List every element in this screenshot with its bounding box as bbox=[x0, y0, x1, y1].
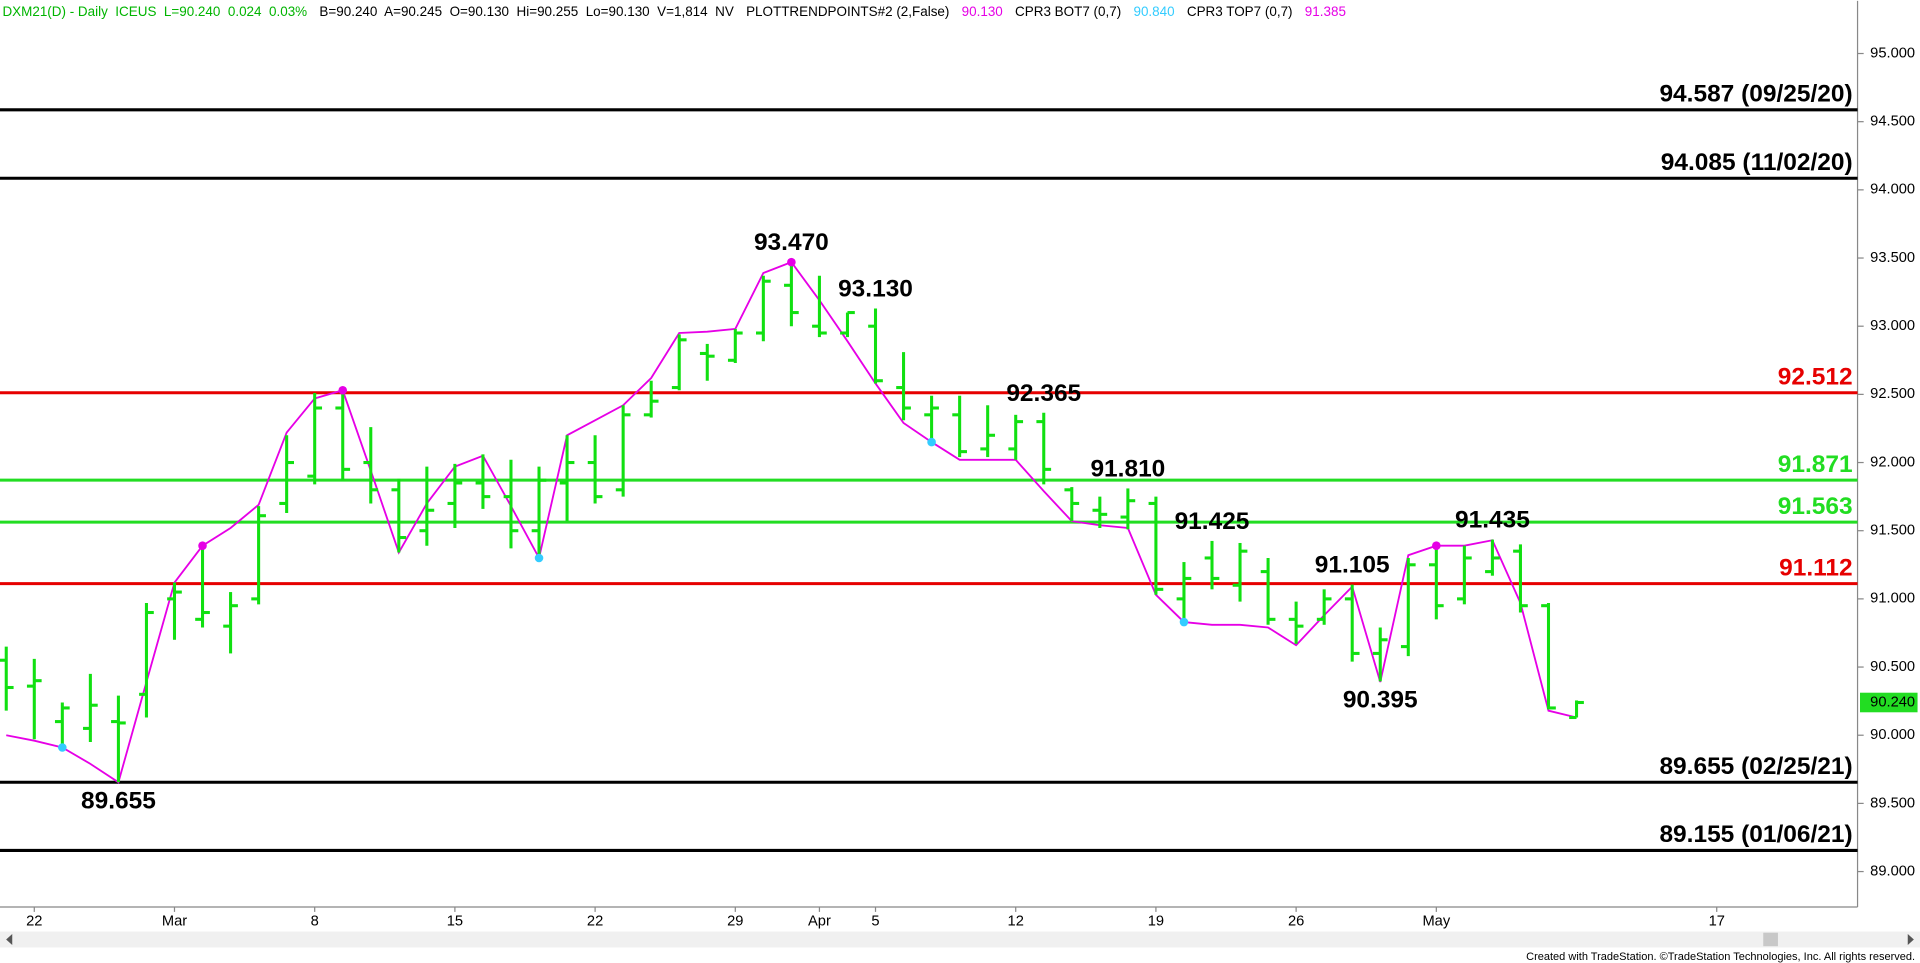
swing-high-label: 92.365 bbox=[1006, 380, 1081, 407]
pivot-dot bbox=[1179, 617, 1189, 627]
x-tick-label: 26 bbox=[1288, 914, 1304, 930]
y-tick-label: 94.500 bbox=[1870, 114, 1915, 130]
level-label: 89.155 (01/06/21) bbox=[1659, 821, 1852, 848]
y-tick-label: 90.500 bbox=[1870, 659, 1915, 675]
swing-high-label: 91.810 bbox=[1090, 456, 1165, 483]
header-part: DXM21(D) - Daily ICEUS L=90.240 0.024 0.… bbox=[2, 3, 307, 18]
pivot-dot bbox=[787, 257, 796, 267]
legend-value: 91.385 bbox=[1305, 3, 1346, 18]
x-tick-label: May bbox=[1422, 914, 1450, 930]
level-label: 91.563 bbox=[1778, 493, 1853, 520]
swing-low-label: 89.655 bbox=[81, 787, 156, 814]
y-tick-label: 93.000 bbox=[1870, 318, 1915, 334]
x-tick-label: 15 bbox=[447, 914, 463, 930]
scroll-left[interactable] bbox=[6, 933, 13, 945]
y-tick-label: 95.000 bbox=[1870, 45, 1915, 61]
swing-high-label: 91.425 bbox=[1175, 508, 1250, 535]
footer: Created with TradeStation. ©TradeStation… bbox=[1526, 951, 1915, 963]
x-tick-label: 29 bbox=[727, 914, 743, 930]
pivot-dot bbox=[198, 541, 207, 550]
y-tick-label: 92.500 bbox=[1870, 386, 1915, 402]
level-label: 91.871 bbox=[1778, 451, 1853, 478]
legend-value: 90.840 bbox=[1133, 3, 1174, 18]
legend-name: CPR3 BOT7 (0,7) bbox=[1015, 3, 1121, 18]
legend-name: CPR3 TOP7 (0,7) bbox=[1187, 3, 1293, 18]
legend-name: PLOTTRENDPOINTS#2 (2,False) bbox=[746, 3, 949, 18]
x-tick-label: 5 bbox=[871, 914, 879, 930]
legend-value: 90.130 bbox=[962, 3, 1003, 18]
y-tick-label: 90.000 bbox=[1870, 727, 1915, 743]
x-tick-label: 22 bbox=[26, 914, 42, 930]
pivot-dot bbox=[927, 437, 936, 447]
level-label: 92.512 bbox=[1778, 364, 1853, 391]
swing-high-label: 93.470 bbox=[754, 229, 829, 256]
header: DXM21(D) - Daily ICEUS L=90.240 0.024 0.… bbox=[2, 3, 1346, 18]
last-price-label: 90.240 bbox=[1870, 694, 1915, 710]
y-tick-label: 94.000 bbox=[1870, 182, 1915, 198]
swing-high-label: 93.130 bbox=[838, 276, 913, 303]
level-label: 94.085 (11/02/20) bbox=[1661, 149, 1853, 176]
x-tick-label: 12 bbox=[1008, 914, 1024, 930]
level-label: 89.655 (02/25/21) bbox=[1659, 753, 1852, 780]
last-price-box bbox=[1860, 692, 1918, 713]
pivot-dot bbox=[338, 385, 348, 395]
x-tick-label: 8 bbox=[311, 914, 319, 930]
x-tick-label: 19 bbox=[1148, 914, 1164, 930]
swing-low-label: 90.395 bbox=[1343, 686, 1418, 713]
y-tick-label: 93.500 bbox=[1870, 250, 1915, 266]
scroll-right[interactable] bbox=[1907, 933, 1914, 945]
swing-high-label: 91.105 bbox=[1315, 552, 1390, 579]
scroll-thumb[interactable] bbox=[1763, 932, 1778, 947]
pivot-dot bbox=[1432, 541, 1441, 550]
x-tick-label: 22 bbox=[587, 914, 603, 930]
y-tick-label: 92.000 bbox=[1870, 454, 1915, 470]
scrollbar[interactable] bbox=[0, 931, 1920, 948]
y-tick-label: 89.000 bbox=[1870, 863, 1915, 879]
level-label: 94.587 (09/25/20) bbox=[1659, 81, 1852, 108]
y-tick-label: 91.000 bbox=[1870, 591, 1915, 607]
pivot-dot bbox=[534, 553, 544, 563]
x-tick-label: Apr bbox=[808, 914, 831, 930]
y-tick-label: 91.500 bbox=[1870, 523, 1915, 539]
level-label: 91.112 bbox=[1779, 554, 1853, 581]
y-tick-label: 89.500 bbox=[1870, 795, 1915, 811]
x-tick-label: Mar bbox=[162, 914, 187, 930]
pivot-dot bbox=[58, 743, 67, 752]
header-part: B=90.240 A=90.245 O=90.130 Hi=90.255 Lo=… bbox=[319, 3, 733, 18]
x-tick-label: 17 bbox=[1709, 914, 1725, 930]
swing-high-label: 91.435 bbox=[1455, 507, 1530, 534]
